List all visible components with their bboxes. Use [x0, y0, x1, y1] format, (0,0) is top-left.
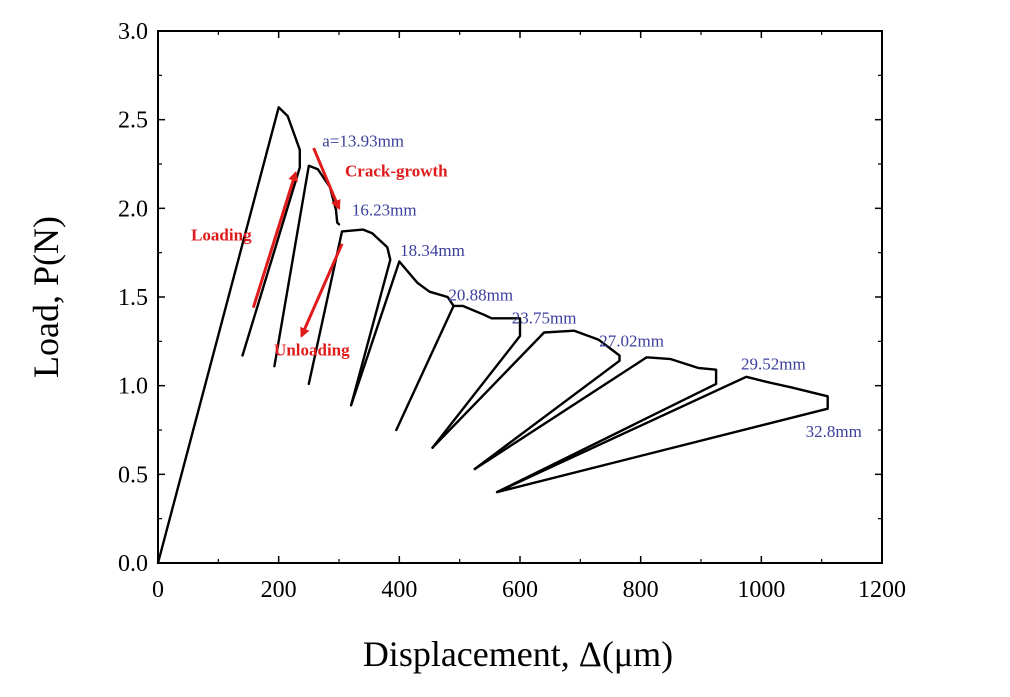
crack-growth-arrow — [312, 147, 341, 211]
crack-length-label: 18.34mm — [400, 241, 465, 260]
y-tick-label: 0.0 — [118, 551, 148, 577]
crack-length-label: 16.23mm — [352, 200, 417, 219]
x-tick-label: 800 — [623, 577, 659, 603]
series-layer — [156, 106, 829, 565]
series-line-8 — [495, 375, 829, 494]
x-tick-label: 400 — [381, 577, 417, 603]
y-tick-label: 3.0 — [118, 19, 148, 45]
x-tick-label: 600 — [502, 577, 538, 603]
x-axis-title: Displacement, Δ(μm) — [363, 634, 673, 674]
y-tick-label: 2.0 — [118, 196, 148, 222]
series-line-4 — [349, 260, 455, 407]
loading-arrow — [251, 170, 298, 309]
x-tick-label: 200 — [261, 577, 297, 603]
x-tick-label: 0 — [152, 577, 164, 603]
x-tick-label: 1000 — [737, 577, 785, 603]
series-line-6 — [431, 329, 621, 471]
phase-label: Loading — [191, 225, 252, 244]
series-line-1 — [156, 106, 301, 565]
crack-length-label: 29.52mm — [741, 355, 806, 374]
x-tick-label: 1200 — [858, 577, 906, 603]
series-line-3 — [307, 228, 392, 407]
series-line-7 — [473, 356, 718, 494]
annotation-layer: a=13.93mm 16.23mm 18.34mm 20.88mm 23.75mm 27.… — [191, 131, 862, 441]
y-tick-label: 2.5 — [118, 108, 148, 134]
y-tick-label: 1.5 — [118, 285, 148, 311]
y-tick-label: 1.0 — [118, 374, 148, 400]
phase-label: Unloading — [274, 341, 350, 360]
crack-length-label: 20.88mm — [448, 286, 513, 305]
phase-label: Crack-growth — [345, 161, 448, 180]
unloading-arrow — [300, 243, 344, 338]
crack-length-label: 27.02mm — [599, 332, 664, 351]
y-axis-title: Load, P(N) — [26, 216, 66, 378]
plot-frame — [157, 30, 883, 564]
axes: 0 200 400 600 800 1000 1200 0.0 0.5 1.0 1.5 2.0 2.5 3… — [118, 19, 906, 603]
series-line-2 — [273, 164, 341, 368]
crack-length-label: a=13.93mm — [322, 131, 404, 150]
y-tick-label: 0.5 — [118, 462, 148, 488]
crack-length-label: 23.75mm — [512, 309, 577, 328]
crack-length-label: 32.8mm — [806, 422, 862, 441]
series-line-5 — [395, 304, 522, 449]
